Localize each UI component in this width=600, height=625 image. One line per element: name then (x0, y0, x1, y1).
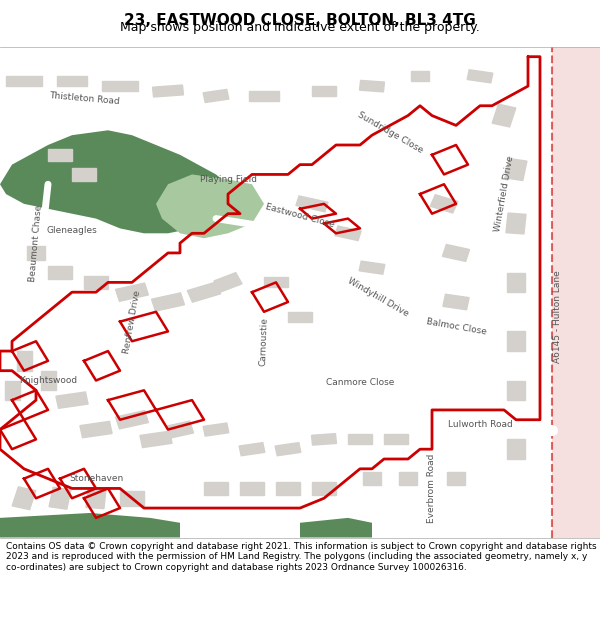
Bar (72, 168, 96, 181)
Bar (359, 261, 385, 274)
Bar (17, 351, 32, 371)
Bar (140, 431, 172, 447)
Bar (12, 487, 36, 509)
Bar (447, 472, 465, 485)
Bar (312, 86, 336, 96)
Bar (187, 282, 221, 302)
Text: Carnoustie: Carnoustie (259, 317, 269, 366)
Bar (467, 70, 493, 83)
Bar (507, 272, 525, 292)
Text: Stonehaven: Stonehaven (69, 474, 123, 483)
Bar (240, 482, 264, 494)
Bar (214, 272, 242, 292)
Text: Thistleton Road: Thistleton Road (49, 91, 119, 106)
Text: Knightswood: Knightswood (19, 376, 77, 385)
Bar (411, 71, 429, 81)
Bar (505, 159, 527, 181)
Bar (276, 482, 300, 494)
Bar (492, 104, 516, 127)
Text: A6145 - Hulton Lane: A6145 - Hulton Lane (554, 271, 563, 363)
Bar (430, 195, 458, 213)
Bar (399, 472, 417, 485)
Bar (48, 266, 72, 279)
Bar (48, 149, 72, 161)
Bar (311, 434, 337, 445)
Bar (288, 312, 312, 322)
Polygon shape (300, 518, 372, 538)
Bar (239, 442, 265, 456)
Text: Gleneagles: Gleneagles (47, 226, 97, 236)
Bar (120, 491, 144, 506)
Bar (275, 442, 301, 456)
Bar (506, 213, 526, 234)
Bar (5, 381, 19, 400)
Text: Contains OS data © Crown copyright and database right 2021. This information is : Contains OS data © Crown copyright and d… (6, 542, 596, 572)
Text: Winterfield Drive: Winterfield Drive (493, 156, 515, 232)
Bar (507, 331, 525, 351)
Bar (443, 294, 469, 310)
Bar (203, 89, 229, 102)
Text: 23, EASTWOOD CLOSE, BOLTON, BL3 4TG: 23, EASTWOOD CLOSE, BOLTON, BL3 4TG (124, 13, 476, 28)
Bar (152, 293, 184, 311)
Bar (84, 276, 108, 289)
Bar (507, 439, 525, 459)
Text: Beaumont Chase: Beaumont Chase (28, 204, 44, 282)
Text: Canmore Close: Canmore Close (326, 379, 394, 388)
Bar (56, 392, 88, 408)
Bar (359, 81, 385, 92)
Bar (166, 421, 194, 438)
Text: Windyhill Drive: Windyhill Drive (346, 276, 410, 318)
Bar (312, 482, 336, 494)
Polygon shape (156, 174, 264, 238)
Bar (57, 76, 87, 86)
Text: Lulworth Road: Lulworth Road (448, 420, 512, 429)
Bar (249, 91, 279, 101)
Bar (116, 411, 148, 429)
Bar (86, 488, 106, 509)
Bar (363, 472, 381, 485)
Text: Balmoc Close: Balmoc Close (425, 317, 487, 336)
Bar (264, 278, 288, 288)
Text: Playing Field: Playing Field (199, 175, 257, 184)
Text: Map shows position and indicative extent of the property.: Map shows position and indicative extent… (120, 21, 480, 34)
Bar (152, 85, 184, 97)
Text: Renfrew Drive: Renfrew Drive (122, 289, 142, 354)
Polygon shape (552, 47, 600, 538)
Bar (204, 482, 228, 494)
Bar (102, 81, 138, 91)
Bar (41, 371, 56, 390)
Bar (335, 226, 361, 241)
Bar (507, 381, 525, 400)
Polygon shape (0, 130, 228, 233)
Bar (296, 196, 328, 212)
Bar (203, 423, 229, 436)
Polygon shape (0, 513, 180, 538)
Bar (116, 283, 148, 301)
Bar (6, 76, 42, 86)
Text: Sundridge Close: Sundridge Close (356, 111, 424, 155)
Bar (348, 434, 372, 444)
Text: Everbrom Road: Everbrom Road (427, 454, 437, 523)
Bar (442, 244, 470, 261)
Bar (384, 434, 408, 444)
Bar (27, 246, 45, 260)
Text: Eastwood Close: Eastwood Close (265, 202, 335, 229)
Bar (80, 421, 112, 437)
Bar (49, 488, 71, 509)
